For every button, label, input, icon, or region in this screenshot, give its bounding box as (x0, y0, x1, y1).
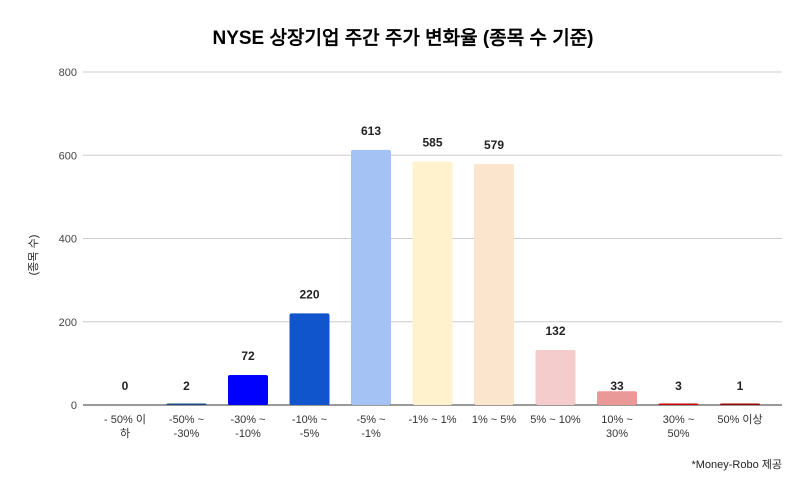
x-tick-label: 30% (606, 428, 628, 440)
y-tick-label: 400 (59, 234, 77, 246)
x-tick-label: -5% ~ (356, 414, 385, 426)
x-tick-label: -30% (174, 428, 200, 440)
y-tick-label: 600 (59, 150, 77, 162)
bar (351, 149, 391, 405)
x-tick-label: - 50% 이 (104, 413, 146, 426)
x-tick-label: -30% ~ (230, 414, 265, 426)
bar (228, 375, 268, 405)
x-tick-label: 30% ~ (663, 414, 695, 426)
x-tick-label: -10% (235, 428, 261, 440)
x-tick-label: 5% ~ 10% (530, 414, 581, 426)
data-label: 132 (545, 324, 565, 338)
data-label: 3 (675, 379, 682, 393)
y-tick-label: 200 (59, 317, 77, 329)
bar (597, 391, 637, 405)
data-label: 33 (610, 379, 624, 393)
data-label: 220 (299, 287, 319, 301)
x-tick-label: 1% ~ 5% (472, 414, 517, 426)
data-label: 579 (484, 138, 504, 152)
data-label: 613 (361, 124, 381, 138)
data-label: 72 (241, 349, 255, 363)
x-tick-label: -50% ~ (169, 414, 204, 426)
footnote: *Money-Robo 제공 (691, 458, 782, 471)
data-label: 2 (183, 379, 190, 393)
x-tick-label: -1% ~ 1% (409, 414, 457, 426)
y-tick-label: 800 (59, 67, 77, 79)
x-tick-label: -1% (361, 428, 381, 440)
x-tick-label: 50% 이상 (717, 413, 762, 426)
y-axis-label: (종목 수) (27, 235, 40, 276)
chart-title: NYSE 상장기업 주간 주가 변화율 (종목 수 기준) (212, 27, 593, 49)
x-tick-label: -5% (300, 428, 320, 440)
data-label: 0 (122, 379, 129, 393)
bar (474, 163, 514, 405)
data-label: 1 (737, 379, 744, 393)
x-tick-label: 하 (120, 426, 130, 440)
data-label: 585 (422, 135, 442, 149)
x-tick-label: 50% (667, 428, 689, 440)
bar (166, 403, 207, 405)
y-tick-label: 0 (71, 400, 77, 412)
bar (535, 350, 576, 405)
bar (412, 161, 453, 405)
x-tick-label: -10% ~ (292, 414, 327, 426)
bar (289, 313, 330, 405)
bar (658, 403, 699, 405)
bar (720, 403, 760, 405)
x-tick-label: 10% ~ (601, 414, 633, 426)
